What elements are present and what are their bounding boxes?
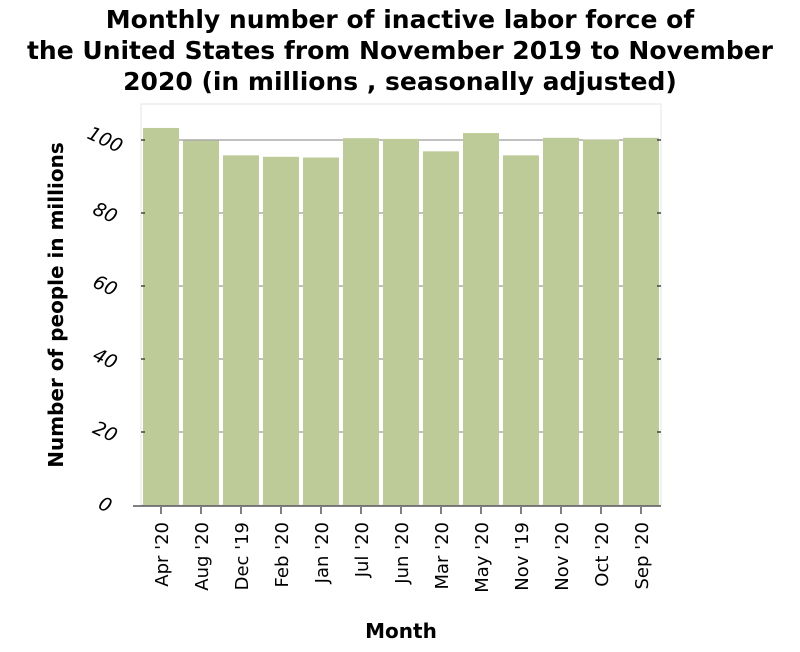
x-tick-label: Nov '19 [512,522,533,591]
bar [223,155,259,505]
y-tick-label: 40 [89,344,120,374]
x-axis-label: Month [365,619,437,643]
bar [343,138,379,506]
x-tick-label: Aug '20 [192,522,213,591]
y-tick-label: 60 [89,271,120,301]
x-tick-label: May '20 [472,522,493,593]
chart-title: Monthly number of inactive labor force o… [0,4,800,97]
bar [183,140,219,506]
y-tick-label: 0 [95,492,115,517]
x-tick-label: Dec '19 [232,522,253,590]
bar [503,155,539,505]
chart-title-line-2: the United States from November 2019 to … [26,36,773,65]
x-tick-label: Sep '20 [632,522,653,590]
y-tick-label: 80 [89,198,120,228]
bar [463,133,499,505]
bar [623,137,659,505]
x-tick-label: Jan '20 [312,522,333,584]
chart-title-line-3: 2020 (in millions , seasonally adjusted) [123,67,677,96]
y-tick-label: 20 [89,417,120,447]
chart-title-line-1: Monthly number of inactive labor force o… [105,5,695,34]
x-tick-label: Jun '20 [392,522,413,585]
x-tick-label: Mar '20 [432,522,453,590]
bar [543,137,579,505]
x-tick-label: Jul '20 [352,522,373,578]
bar [143,127,179,505]
bar [423,151,459,505]
bar [583,139,619,505]
x-tick-label: Apr '20 [152,522,173,587]
x-tick-label: Feb '20 [272,522,293,587]
bar [263,156,299,506]
x-tick-label: Nov '20 [552,522,573,591]
bar [303,157,339,505]
y-tick-label: 100 [84,122,126,157]
bar [383,138,419,505]
x-tick-label: Oct '20 [592,522,613,587]
